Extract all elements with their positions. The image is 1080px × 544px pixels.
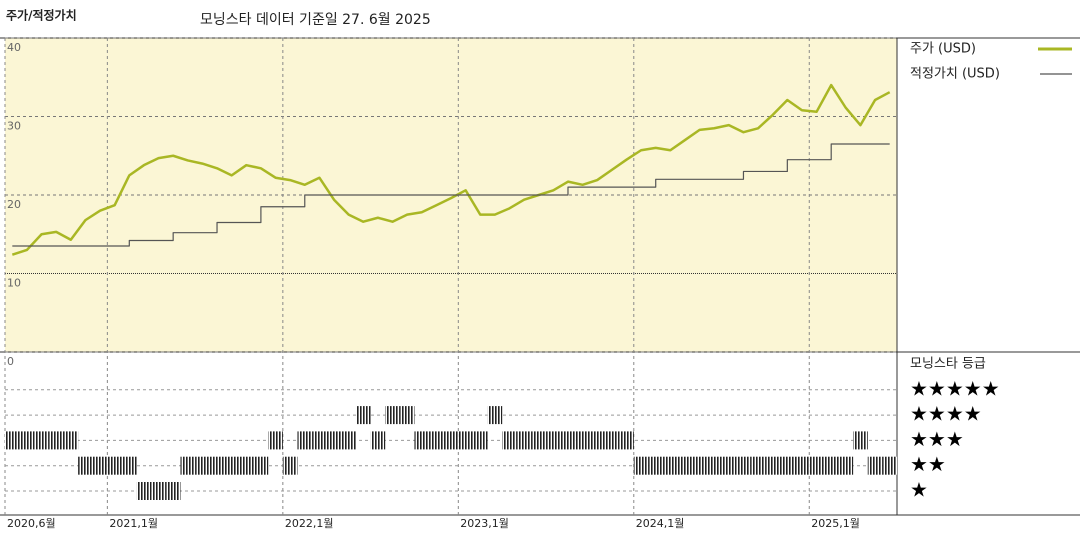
rating-bar: [589, 431, 605, 450]
rating-bar: [355, 406, 371, 425]
chart-title: 주가/적정가치: [6, 8, 77, 23]
y-tick-label: 30: [7, 120, 21, 133]
rating-bar: [458, 431, 473, 450]
rating-bar: [736, 456, 751, 475]
rating-bar: [619, 431, 634, 450]
rating-label: ★★★★★: [910, 376, 1000, 400]
x-tick-label: 2023,1월: [460, 517, 509, 530]
rating-bar: [165, 482, 181, 500]
x-tick-label: 2020,6월: [7, 517, 56, 530]
y-tick-label: 0: [7, 355, 14, 368]
rating-bar: [180, 456, 196, 475]
rating-bar: [151, 482, 166, 500]
x-tick-label: 2021,1월: [109, 517, 158, 530]
rating-bar: [867, 456, 883, 475]
rating-bar: [648, 456, 664, 475]
rating-bar: [677, 456, 693, 475]
rating-bar: [297, 431, 313, 450]
rating-bar: [546, 431, 561, 450]
y-tick-label: 10: [7, 277, 21, 290]
legend-label: 주가 (USD): [910, 42, 976, 57]
rating-bar: [341, 431, 356, 450]
rating-bar: [107, 456, 122, 475]
y-tick-label: 40: [7, 41, 21, 54]
rating-bar: [385, 406, 400, 425]
rating-bar: [443, 431, 459, 450]
rating-bar: [604, 431, 620, 450]
rating-bar: [765, 456, 781, 475]
series-line: [11, 83, 891, 256]
rating-bar: [853, 431, 868, 450]
rating-label: ★★★: [910, 427, 964, 451]
rating-bar: [414, 431, 430, 450]
rating-bar: [312, 431, 327, 450]
rating-bar: [224, 456, 239, 475]
rating-bar: [560, 431, 576, 450]
chart-subtitle: 모닝스타 데이터 기준일 27. 6월 2025: [200, 12, 431, 28]
rating-bar: [487, 406, 503, 425]
rating-bar: [268, 431, 283, 450]
rating-title: 모닝스타 등급: [910, 357, 986, 372]
rating-bar: [823, 456, 839, 475]
rating-bar: [63, 431, 79, 450]
rating-bar: [209, 456, 225, 475]
rating-bar: [19, 431, 35, 450]
rating-bar: [121, 456, 137, 475]
rating-bar: [531, 431, 547, 450]
rating-bar: [48, 431, 64, 450]
rating-label: ★: [910, 478, 928, 502]
x-tick-label: 2024,1월: [636, 517, 685, 530]
rating-bar: [34, 431, 49, 450]
rating-bar: [706, 456, 722, 475]
rating-bar: [809, 456, 824, 475]
rating-bar: [502, 431, 517, 450]
legend-label: 적정가치 (USD): [910, 67, 1000, 82]
rating-bar: [663, 456, 678, 475]
rating-bar: [794, 456, 810, 475]
x-tick-label: 2025,1월: [811, 517, 860, 530]
rating-bar: [5, 431, 20, 450]
rating-bar: [238, 456, 254, 475]
rating-bar: [575, 431, 590, 450]
rating-bar: [326, 431, 342, 450]
rating-bar: [692, 456, 707, 475]
series-line: [12, 143, 890, 247]
y-tick-label: 20: [7, 198, 21, 211]
rating-bar: [136, 482, 152, 500]
rating-bar: [370, 431, 386, 450]
rating-bar: [78, 456, 93, 475]
rating-bar: [399, 406, 415, 425]
rating-bar: [780, 456, 795, 475]
x-tick-label: 2022,1월: [285, 517, 334, 530]
rating-bar: [195, 456, 210, 475]
rating-bar: [92, 456, 108, 475]
rating-bar: [633, 456, 649, 475]
rating-label: ★★: [910, 452, 946, 476]
rating-bar: [750, 456, 766, 475]
rating-bar: [282, 456, 298, 475]
rating-bar: [472, 431, 488, 450]
rating-bar: [882, 456, 897, 475]
rating-bar: [253, 456, 269, 475]
rating-bar: [838, 456, 854, 475]
rating-label: ★★★★: [910, 402, 982, 426]
rating-bar: [516, 431, 532, 450]
rating-bar: [721, 456, 737, 475]
rating-bar: [429, 431, 444, 450]
